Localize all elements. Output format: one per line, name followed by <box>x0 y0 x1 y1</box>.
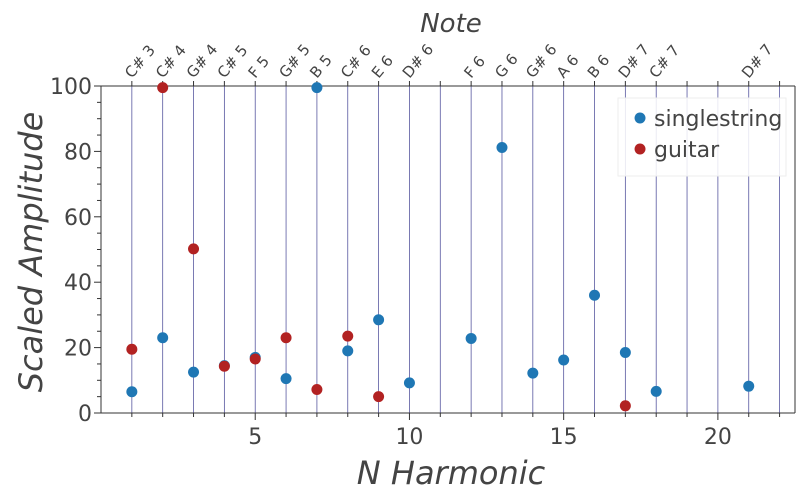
note-lines <box>131 86 780 413</box>
point-guitar <box>342 330 354 342</box>
note-label: F 6 <box>460 52 489 81</box>
x-tick-label: 15 <box>550 425 578 450</box>
point-singlestring <box>126 386 138 398</box>
point-singlestring <box>403 377 415 389</box>
point-singlestring <box>589 289 601 301</box>
axes <box>100 85 796 414</box>
legend-marker-singlestring <box>634 112 646 124</box>
point-singlestring <box>527 367 539 379</box>
point-singlestring <box>558 354 570 366</box>
y-tick-label: 0 <box>78 402 92 427</box>
point-singlestring <box>743 380 755 392</box>
note-label: G# 4 <box>183 40 222 81</box>
point-guitar <box>619 400 631 412</box>
y-tick-label: 40 <box>64 271 92 296</box>
point-singlestring <box>465 332 477 344</box>
y-axis-title: Scaled Amplitude <box>12 112 50 393</box>
y-tick-label: 80 <box>64 140 92 165</box>
point-guitar <box>126 343 138 355</box>
note-label: D# 7 <box>738 41 776 82</box>
x-axis-title: N Harmonic <box>357 454 546 492</box>
top-axis-title: Note <box>420 9 482 39</box>
point-singlestring <box>373 314 385 326</box>
x-tick-label: 5 <box>248 425 262 450</box>
y-tick-label: 60 <box>64 206 92 231</box>
point-guitar <box>280 332 292 344</box>
note-label: C# 3 <box>121 41 159 81</box>
note-label: D# 6 <box>399 41 437 82</box>
x-ticks: 5 10 15 20 <box>131 413 781 450</box>
point-singlestring <box>619 347 631 359</box>
note-label: G# 6 <box>522 40 561 81</box>
point-guitar <box>157 82 169 94</box>
note-label: G# 5 <box>275 40 314 81</box>
y-tick-label: 20 <box>64 337 92 362</box>
legend-box <box>617 97 787 177</box>
note-label: C# 6 <box>337 41 375 81</box>
data-points <box>126 82 755 412</box>
point-singlestring <box>342 345 354 357</box>
legend: singlestring guitar <box>617 97 787 177</box>
legend-label-singlestring: singlestring <box>654 107 782 132</box>
note-label: C# 4 <box>152 41 190 81</box>
note-label: E 6 <box>368 52 397 82</box>
y-tick-label: 100 <box>50 75 92 100</box>
point-singlestring <box>280 373 292 385</box>
note-label: B 6 <box>584 51 614 81</box>
point-guitar <box>188 243 200 255</box>
point-singlestring <box>188 366 200 378</box>
note-label: D# 7 <box>615 41 653 82</box>
point-singlestring <box>496 141 508 153</box>
point-singlestring <box>650 385 662 397</box>
point-singlestring <box>157 332 169 344</box>
note-label: G 6 <box>491 50 521 81</box>
x-tick-label: 20 <box>704 425 732 450</box>
point-singlestring <box>311 82 323 94</box>
note-label: C# 5 <box>214 41 252 81</box>
point-guitar <box>249 353 261 365</box>
note-label: F 5 <box>244 52 273 81</box>
legend-label-guitar: guitar <box>654 138 720 163</box>
y-ticks: 0 20 40 60 80 100 <box>50 75 101 427</box>
legend-marker-guitar <box>634 143 646 155</box>
point-guitar <box>218 360 230 372</box>
x-tick-label: 10 <box>395 425 423 450</box>
point-guitar <box>311 383 323 395</box>
note-label: C# 7 <box>645 41 683 81</box>
point-guitar <box>373 391 385 403</box>
